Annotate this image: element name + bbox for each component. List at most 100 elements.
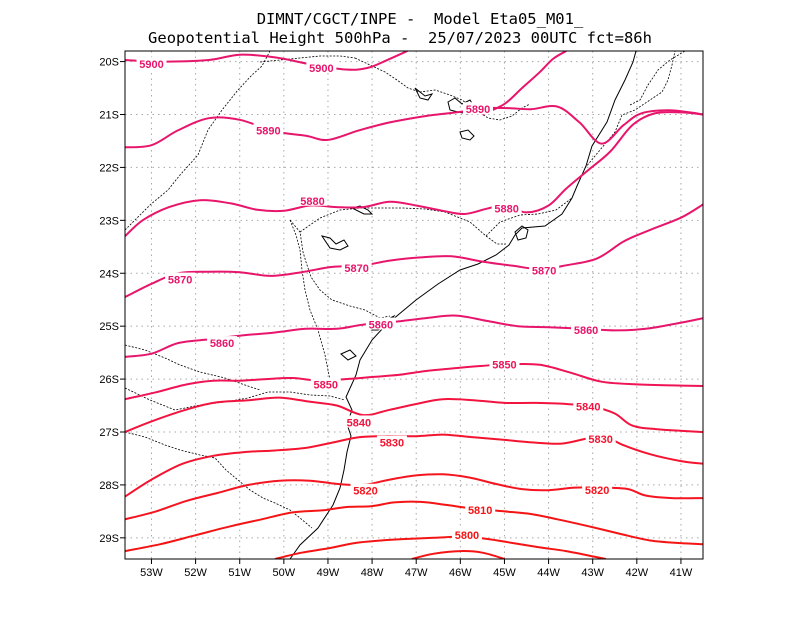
coastal-lagoon — [340, 349, 357, 361]
x-tick-label: 42W — [626, 567, 649, 579]
x-tick-label: 41W — [670, 567, 693, 579]
contour-5900 — [481, 51, 567, 116]
map-frame — [124, 50, 704, 560]
contour-5880 — [125, 111, 703, 237]
contour-label-mask — [253, 123, 284, 136]
x-tick-label: 46W — [449, 567, 472, 579]
contour-label-mask — [491, 201, 522, 214]
contour-label-layer: 5900 5900 5890 5890 5880 5880 5870 5870 5870 5860… — [136, 57, 616, 542]
contour-layer — [125, 51, 703, 559]
y-tick-label: 27S — [99, 427, 119, 439]
y-tick-label: 23S — [99, 215, 119, 227]
state-border-ba — [629, 51, 686, 106]
state-border-sp-pr — [289, 219, 391, 319]
x-tick-label: 52W — [184, 567, 207, 579]
contour-label-5840: 5840 — [576, 402, 600, 414]
contour-label-mask — [207, 336, 238, 349]
x-tick-label: 49W — [317, 567, 340, 579]
contour-label-5880: 5880 — [300, 196, 324, 208]
x-tick-label: 53W — [140, 567, 163, 579]
y-tick-label: 29S — [99, 533, 119, 545]
x-tick-label: 50W — [273, 567, 296, 579]
contour-label-5800: 5800 — [455, 530, 479, 542]
reservoir-sp-2 — [350, 205, 374, 215]
contour-label-5870: 5870 — [532, 266, 556, 278]
contour-label-mask — [571, 322, 602, 335]
reservoir-mg-2 — [459, 129, 475, 141]
x-tick-label: 45W — [493, 567, 516, 579]
contour-label-mask — [343, 415, 374, 428]
contour-label-mask — [585, 431, 616, 444]
contour-label-5860: 5860 — [210, 338, 234, 350]
contour-label-5820: 5820 — [353, 486, 377, 498]
contour-label-5890: 5890 — [466, 104, 490, 116]
contour-label-mask — [489, 357, 520, 370]
x-tick-label: 44W — [537, 567, 560, 579]
y-tick-label: 22S — [99, 162, 119, 174]
state-border-pr-ms — [289, 219, 331, 381]
contour-label-mask — [465, 502, 496, 515]
y-tick-label: 20S — [99, 57, 119, 69]
contour-label-mask — [529, 263, 560, 276]
contour-5820 — [125, 473, 703, 521]
contour-label-5870: 5870 — [168, 275, 192, 287]
reservoir-sp — [320, 235, 349, 251]
contour-label-mask — [341, 260, 372, 273]
state-border-mg-sp — [299, 207, 506, 245]
contour-label-mask — [462, 102, 493, 115]
coastline — [289, 51, 637, 559]
contour-label-5860: 5860 — [574, 325, 598, 337]
state-border-sc-rs — [125, 431, 313, 529]
contour-label-5900: 5900 — [309, 63, 333, 75]
contour-5840 — [125, 396, 703, 433]
contour-label-mask — [306, 60, 337, 73]
contour-label-5830: 5830 — [380, 438, 404, 450]
y-tick-label: 21S — [99, 110, 119, 122]
contour-5790 — [411, 550, 505, 559]
contour-label-5830: 5830 — [588, 434, 612, 446]
x-tick-label: 48W — [361, 567, 384, 579]
contour-label-5810: 5810 — [468, 505, 492, 517]
rio-bay — [514, 225, 529, 241]
y-tick-label: 24S — [99, 268, 119, 280]
y-axis-ticks: 20S 21S 22S 23S 24S 25S 26S 27S 28S 29S — [99, 57, 125, 545]
state-border-ms-sp — [125, 51, 271, 231]
contour-label-mask — [136, 57, 167, 70]
reservoir-mg — [414, 87, 434, 101]
state-border-mg-north — [354, 57, 531, 121]
contour-label-5870: 5870 — [344, 263, 368, 275]
contour-label-5850: 5850 — [314, 379, 338, 391]
contour-label-5880: 5880 — [494, 204, 518, 216]
y-tick-label: 28S — [99, 480, 119, 492]
y-tick-label: 26S — [99, 374, 119, 386]
contour-label-5860: 5860 — [369, 320, 393, 332]
contour-5890 — [125, 105, 703, 149]
title-line-1: DIMNT/CGCT/INPE - Model Eta05_M01_ — [257, 10, 584, 28]
title-line-2: Geopotential Height 500hPa - 25/07/2023 … — [148, 29, 652, 47]
contour-5800 — [274, 535, 607, 559]
contour-5810 — [125, 500, 703, 553]
contour-label-5840: 5840 — [347, 417, 371, 429]
x-tick-label: 47W — [405, 567, 428, 579]
contour-label-mask — [297, 193, 328, 206]
contour-label-5890: 5890 — [256, 125, 280, 137]
state-border-py — [125, 344, 261, 391]
contour-label-mask — [310, 377, 341, 390]
contour-label-mask — [365, 317, 396, 330]
contour-5870 — [125, 203, 703, 298]
contour-label-mask — [350, 483, 381, 496]
map-area — [125, 51, 686, 559]
contour-label-mask — [376, 435, 407, 448]
x-tick-label: 43W — [581, 567, 604, 579]
contour-label-mask — [165, 272, 196, 285]
state-border-rj — [485, 197, 573, 237]
contour-label-5900: 5900 — [139, 59, 163, 71]
state-border-go-mg — [259, 55, 356, 63]
contour-label-mask — [451, 528, 482, 541]
contour-label-5820: 5820 — [585, 485, 609, 497]
x-axis-ticks: 53W 52W 51W 50W 49W 48W 47W 46W 45W 44W 43W 42W 41W — [140, 559, 693, 579]
contour-label-mask — [582, 483, 613, 496]
state-border-pr-sc — [125, 387, 346, 411]
contour-5900 — [125, 51, 408, 71]
